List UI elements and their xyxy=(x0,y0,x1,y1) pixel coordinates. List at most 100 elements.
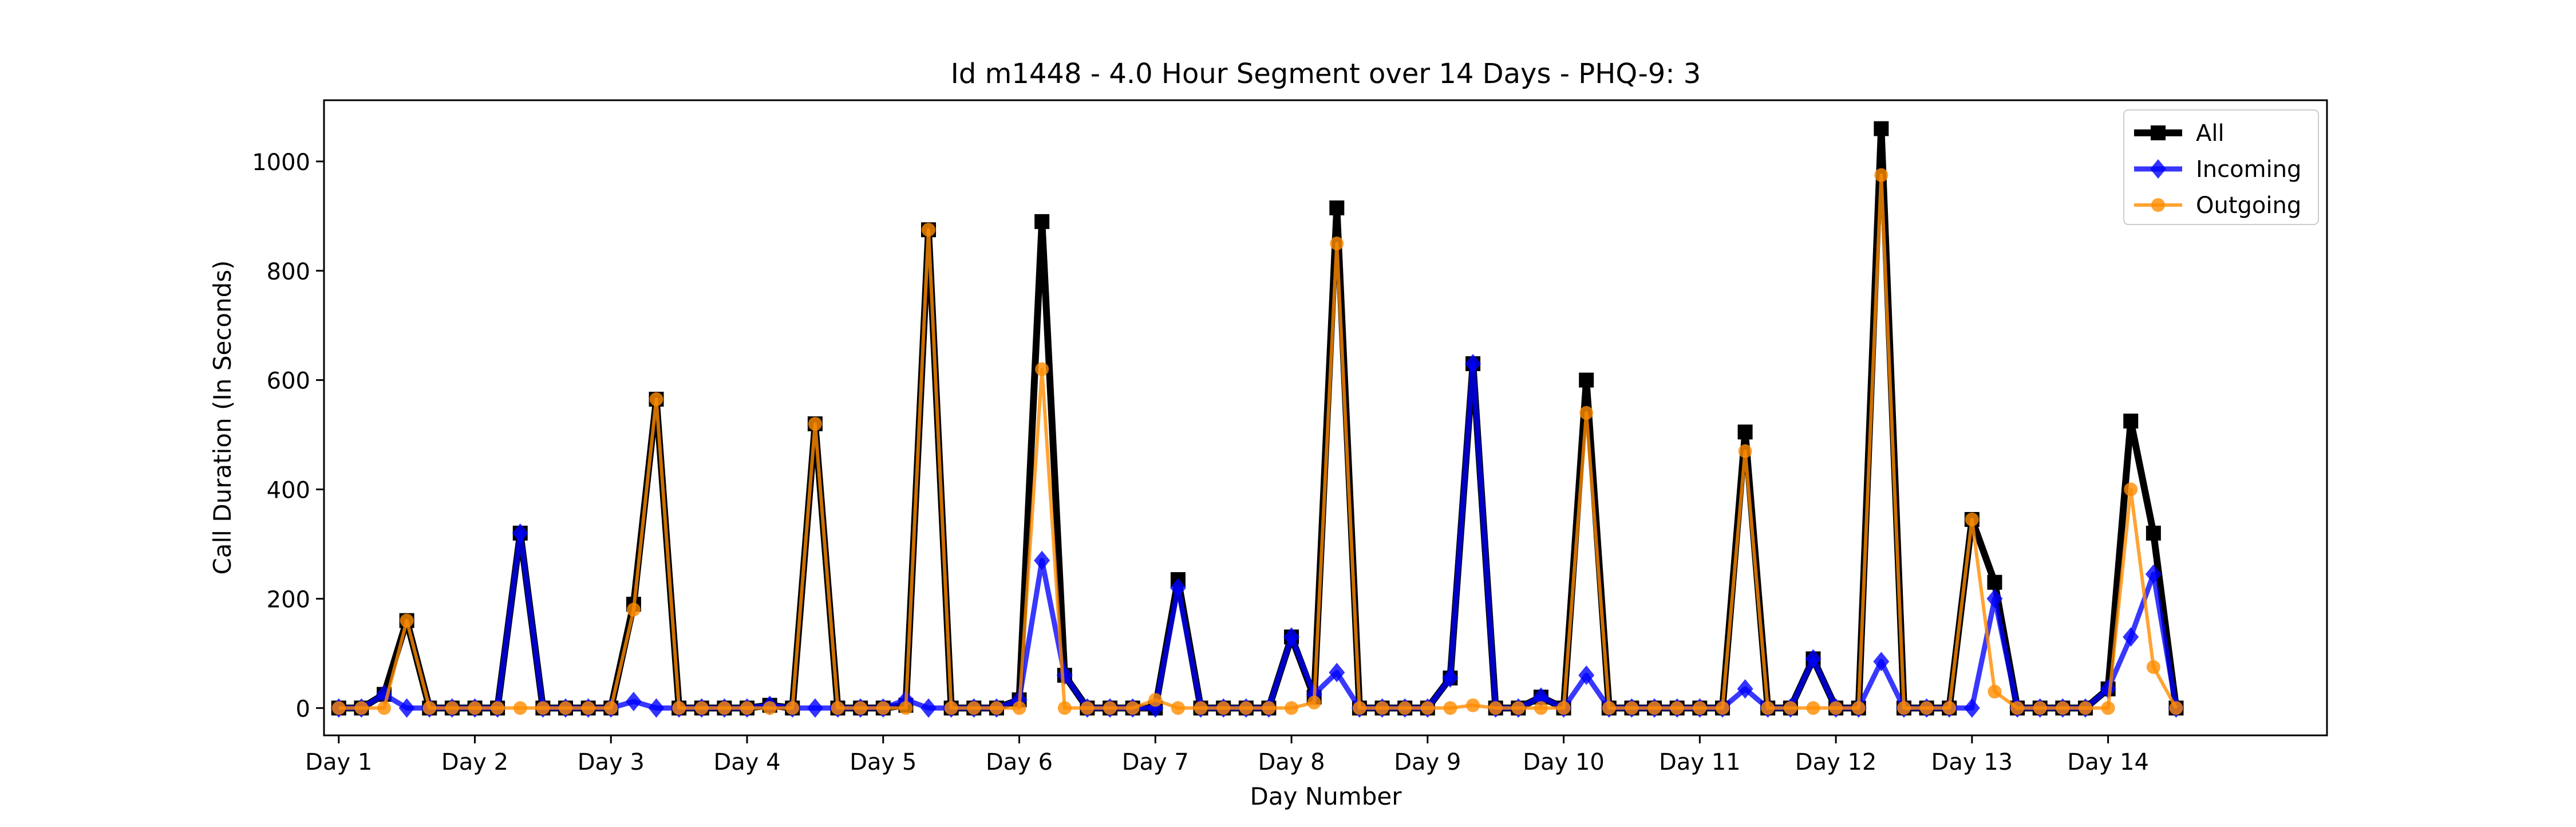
point-all-68 xyxy=(1874,121,1889,136)
x-tick-label-5: Day 6 xyxy=(986,749,1053,775)
y-tick-label-4: 800 xyxy=(267,259,310,285)
point-outgoing-0 xyxy=(331,701,346,715)
point-outgoing-23 xyxy=(854,701,868,715)
point-incoming-3 xyxy=(398,698,415,718)
x-tick-label-11: Day 12 xyxy=(1795,749,1877,775)
point-outgoing-9 xyxy=(536,701,550,715)
point-outgoing-27 xyxy=(944,701,958,715)
point-outgoing-51 xyxy=(1488,701,1503,715)
point-outgoing-68 xyxy=(1874,168,1888,182)
point-outgoing-6 xyxy=(468,701,482,715)
point-outgoing-31 xyxy=(1035,362,1049,376)
point-outgoing-18 xyxy=(740,701,754,715)
point-all-79 xyxy=(2123,414,2139,429)
point-outgoing-73 xyxy=(1988,684,2002,699)
point-outgoing-10 xyxy=(559,701,573,715)
point-outgoing-48 xyxy=(1420,701,1435,715)
legend-marker-incoming xyxy=(2150,159,2166,179)
point-outgoing-63 xyxy=(1761,701,1775,715)
point-all-31 xyxy=(1034,214,1050,229)
point-outgoing-5 xyxy=(445,701,459,715)
point-outgoing-59 xyxy=(1670,701,1684,715)
point-outgoing-11 xyxy=(581,701,595,715)
point-outgoing-62 xyxy=(1738,444,1752,458)
series-outgoing xyxy=(331,168,2183,715)
point-all-80 xyxy=(2146,525,2161,541)
point-incoming-62 xyxy=(1737,679,1753,699)
point-outgoing-50 xyxy=(1466,698,1480,712)
point-incoming-79 xyxy=(2123,627,2139,647)
y-tick-label-3: 600 xyxy=(267,368,310,395)
x-tick-label-3: Day 4 xyxy=(713,749,780,775)
point-outgoing-71 xyxy=(1942,701,1957,715)
point-outgoing-37 xyxy=(1171,701,1185,715)
point-outgoing-47 xyxy=(1398,701,1412,715)
point-outgoing-3 xyxy=(400,613,414,628)
legend-label-incoming: Incoming xyxy=(2196,156,2301,183)
point-incoming-44 xyxy=(1329,663,1345,683)
point-all-44 xyxy=(1329,200,1345,216)
point-outgoing-1 xyxy=(354,701,369,715)
point-outgoing-46 xyxy=(1375,701,1389,715)
y-tick-label-5: 1000 xyxy=(252,149,310,176)
point-outgoing-36 xyxy=(1148,692,1163,707)
point-outgoing-40 xyxy=(1239,701,1253,715)
legend: All Incoming Outgoing xyxy=(2123,109,2319,225)
point-all-55 xyxy=(1579,372,1594,388)
point-outgoing-45 xyxy=(1352,701,1366,715)
point-outgoing-26 xyxy=(922,223,936,237)
point-outgoing-8 xyxy=(513,701,527,715)
point-outgoing-19 xyxy=(762,701,777,715)
point-incoming-26 xyxy=(920,698,937,718)
plot-frame xyxy=(323,99,2328,737)
x-tick-label-8: Day 9 xyxy=(1394,749,1461,775)
point-outgoing-15 xyxy=(672,701,686,715)
point-outgoing-61 xyxy=(1715,701,1729,715)
point-incoming-8 xyxy=(512,523,528,543)
legend-label-outgoing: Outgoing xyxy=(2196,192,2301,219)
legend-frame xyxy=(2123,109,2319,225)
point-incoming-42 xyxy=(1283,627,1300,647)
y-tick-label-1: 200 xyxy=(267,586,310,613)
y-tick-label-2: 400 xyxy=(267,478,310,504)
point-outgoing-79 xyxy=(2124,482,2138,497)
point-outgoing-78 xyxy=(2101,701,2115,715)
x-tick-label-7: Day 8 xyxy=(1258,749,1325,775)
point-outgoing-56 xyxy=(1602,701,1616,715)
point-outgoing-53 xyxy=(1534,701,1548,715)
point-outgoing-55 xyxy=(1579,405,1594,420)
point-outgoing-44 xyxy=(1330,237,1344,251)
point-incoming-65 xyxy=(1805,649,1822,669)
point-outgoing-52 xyxy=(1511,701,1526,715)
point-outgoing-28 xyxy=(967,701,981,715)
point-incoming-53 xyxy=(1532,687,1549,707)
series-all xyxy=(331,121,2184,716)
x-axis-label: Day Number xyxy=(1250,782,1402,810)
point-outgoing-22 xyxy=(831,701,845,715)
point-incoming-80 xyxy=(2145,564,2162,584)
point-outgoing-14 xyxy=(649,392,663,407)
x-tick-label-1: Day 2 xyxy=(441,749,508,775)
point-outgoing-34 xyxy=(1103,701,1117,715)
x-tick-label-13: Day 14 xyxy=(2067,749,2149,775)
point-outgoing-17 xyxy=(717,701,732,715)
plot-area xyxy=(330,121,2184,718)
point-incoming-50 xyxy=(1465,354,1481,374)
point-outgoing-25 xyxy=(899,701,913,715)
legend-label-all: All xyxy=(2196,120,2225,147)
point-outgoing-72 xyxy=(1965,513,1979,527)
legend-marker-outgoing xyxy=(2151,198,2165,212)
point-outgoing-20 xyxy=(785,701,800,715)
point-outgoing-38 xyxy=(1194,701,1208,715)
point-all-62 xyxy=(1737,424,1753,440)
x-tick-label-9: Day 10 xyxy=(1523,749,1605,775)
point-outgoing-69 xyxy=(1897,701,1911,715)
point-outgoing-81 xyxy=(2169,701,2183,715)
x-tick-label-4: Day 5 xyxy=(850,749,916,775)
point-outgoing-7 xyxy=(491,701,505,715)
point-outgoing-13 xyxy=(626,602,641,617)
x-tick-label-6: Day 7 xyxy=(1122,749,1189,775)
point-outgoing-29 xyxy=(989,701,1003,715)
point-outgoing-57 xyxy=(1625,701,1639,715)
